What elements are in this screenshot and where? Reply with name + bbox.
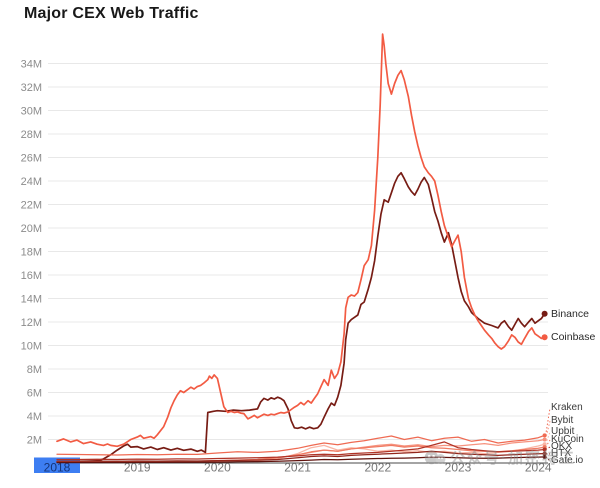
x-axis-tick-label: 2019: [124, 461, 151, 475]
series-label-kucoin: KuCoin: [551, 434, 584, 445]
series-endpoint-dot: [542, 451, 547, 456]
series-label-okx: OKX: [551, 441, 573, 452]
series-endpoint-dot: [542, 454, 547, 459]
y-axis-tick-label: 2M: [27, 435, 42, 447]
series-line-htx: [56, 450, 546, 462]
series-line-okx: [56, 441, 546, 461]
series-endpoint-dot: [542, 433, 547, 438]
y-axis-tick-label: 28M: [21, 129, 42, 141]
x-axis-tick-label: 2021: [284, 461, 311, 475]
y-axis-tick-label: 32M: [21, 82, 42, 94]
label-leader-line: [545, 407, 551, 436]
y-axis-tick-label: 20M: [21, 223, 42, 235]
y-axis-tick-label: 22M: [21, 200, 42, 212]
series-endpoint-dot: [542, 447, 547, 452]
series-label-kraken: Kraken: [551, 402, 583, 413]
chart-title: Major CEX Web Traffic: [24, 5, 199, 22]
x-axis-tick-label: 2022: [364, 461, 391, 475]
y-axis-tick-label: 34M: [21, 59, 42, 71]
series-endpoint-dot: [541, 310, 548, 317]
x-axis-tick-label: 2020: [204, 461, 231, 475]
series-endpoint-dot: [541, 334, 548, 341]
x-axis-tick-label: 2023: [445, 461, 472, 475]
y-axis-tick-label: 16M: [21, 270, 42, 282]
series-line-kraken: [56, 434, 546, 456]
series-label-bybit: Bybit: [551, 415, 574, 426]
x-axis-tick-label: 2018: [44, 461, 71, 475]
label-leader-line: [545, 439, 551, 448]
y-axis-tick-label: 12M: [21, 317, 42, 329]
y-axis-tick-label: 24M: [21, 176, 42, 188]
series-endpoint-dot: [542, 442, 547, 447]
y-axis-tick-label: 26M: [21, 153, 42, 165]
y-axis-tick-label: 6M: [27, 388, 42, 400]
y-axis-tick-label: 8M: [27, 364, 42, 376]
series-line-binance: [56, 171, 546, 463]
y-axis-tick-label: 18M: [21, 247, 42, 259]
y-axis-tick-label: 30M: [21, 106, 42, 118]
y-axis-tick-label: 14M: [21, 294, 42, 306]
series-label-upbit: Upbit: [551, 426, 575, 437]
series-label-coinbase: Coinbase: [551, 331, 596, 343]
y-axis-tick-label: 4M: [27, 411, 42, 423]
series-endpoint-dot: [542, 437, 547, 442]
x-axis-tick-label: 2024: [525, 461, 552, 475]
label-leader-line: [545, 431, 551, 445]
series-label-htx: HTX: [551, 448, 571, 459]
series-label-gateio: Gate.io: [551, 455, 584, 466]
series-label-binance: Binance: [551, 308, 589, 320]
y-axis-tick-label: 10M: [21, 341, 42, 353]
series-line-gate.io: [56, 456, 546, 464]
series-line-coinbase: [56, 33, 546, 448]
